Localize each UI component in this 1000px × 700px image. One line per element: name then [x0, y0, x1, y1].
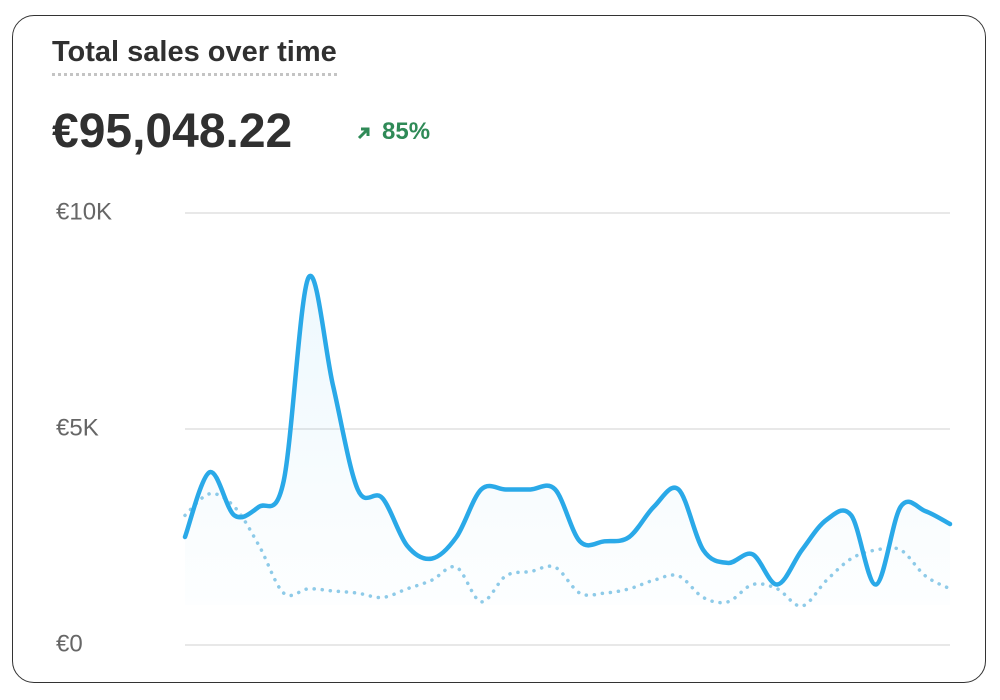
card — [12, 15, 986, 683]
series-line — [182, 273, 953, 587]
y-tick-label: €10K — [56, 198, 112, 225]
change-value: 85% — [382, 118, 431, 145]
y-tick-label: €0 — [56, 630, 83, 657]
area — [185, 275, 950, 605]
y-tick-label: €5K — [56, 414, 99, 441]
total-value: €95,048.22 — [52, 105, 293, 158]
up-arrow — [357, 127, 370, 140]
chart-title: Total sales over time — [52, 36, 337, 76]
